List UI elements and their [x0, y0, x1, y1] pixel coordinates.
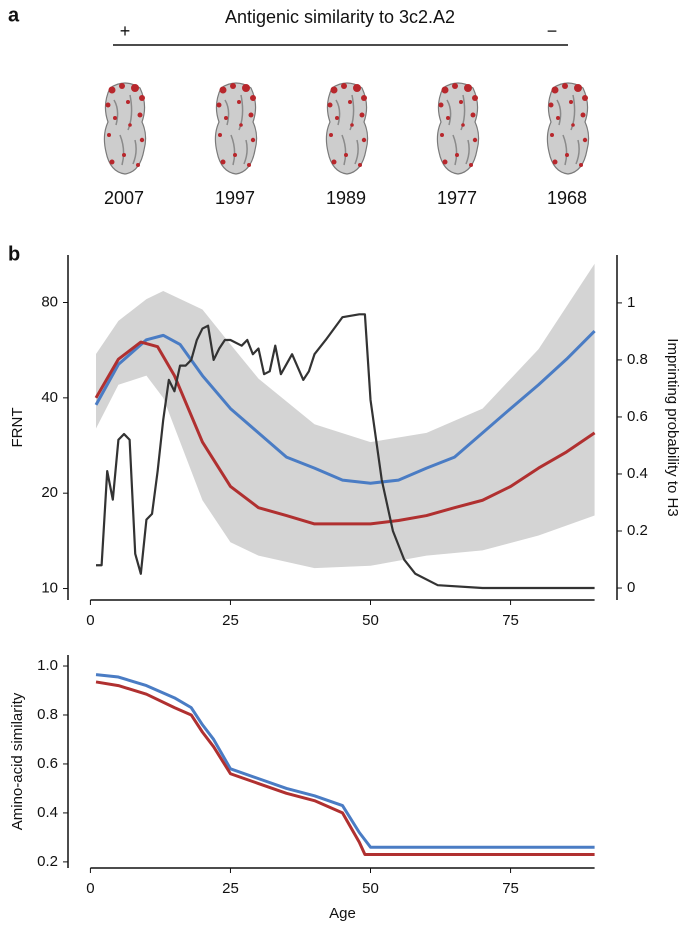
year-label: 1968 — [547, 188, 587, 208]
data-line — [94, 340, 596, 526]
y2-tick-label: 0 — [627, 579, 635, 596]
y-axis-label: FRNT — [9, 408, 26, 448]
y-axis-label: Amino-acid similarity — [9, 692, 26, 830]
y-tick-label: 10 — [41, 579, 58, 596]
y-tick-label: 0.4 — [37, 804, 58, 821]
x-tick-label: 25 — [222, 880, 239, 897]
y2-tick-label: 1 — [627, 294, 635, 311]
y-tick-label: 0.8 — [37, 706, 58, 723]
panel-label: a — [8, 4, 20, 26]
data-line — [94, 330, 596, 485]
proteins — [103, 82, 590, 175]
plus-sign: + — [120, 21, 131, 41]
y2-tick-label: 0.4 — [627, 465, 648, 482]
x-tick-label: 0 — [86, 612, 94, 629]
protein — [325, 82, 369, 175]
y-tick-label: 0.6 — [37, 755, 58, 772]
y-tick-label: 0.2 — [37, 853, 58, 870]
protein — [436, 82, 480, 175]
data-line — [95, 680, 595, 857]
x-tick-label: 0 — [86, 880, 94, 897]
panel-label: b — [8, 243, 20, 265]
y-tick-label: 1.0 — [37, 657, 58, 674]
confidence-band — [96, 263, 595, 569]
panel-title: Antigenic similarity to 3c2.A2 — [225, 7, 455, 27]
minus-sign: − — [547, 21, 558, 41]
y2-axis-label: Imprinting probability to H3 — [664, 338, 681, 516]
y-tick-label: 40 — [41, 389, 58, 406]
x-tick-label: 25 — [222, 612, 239, 629]
protein — [546, 82, 590, 175]
x-tick-label: 50 — [362, 880, 379, 897]
year-label: 1997 — [215, 188, 255, 208]
year-label: 1977 — [437, 188, 477, 208]
data-line — [95, 673, 595, 849]
x-tick-label: 75 — [502, 880, 519, 897]
year-label: 1989 — [326, 188, 366, 208]
y2-tick-label: 0.8 — [627, 351, 648, 368]
data-line — [96, 313, 595, 590]
y2-tick-label: 0.2 — [627, 522, 648, 539]
x-axis-label: Age — [329, 905, 356, 922]
y2-tick-label: 0.6 — [627, 408, 648, 425]
year-label: 2007 — [104, 188, 144, 208]
x-tick-label: 75 — [502, 612, 519, 629]
y-tick-label: 20 — [41, 484, 58, 501]
protein — [214, 82, 258, 175]
protein — [103, 82, 147, 175]
x-tick-label: 50 — [362, 612, 379, 629]
y-tick-label: 80 — [41, 293, 58, 310]
